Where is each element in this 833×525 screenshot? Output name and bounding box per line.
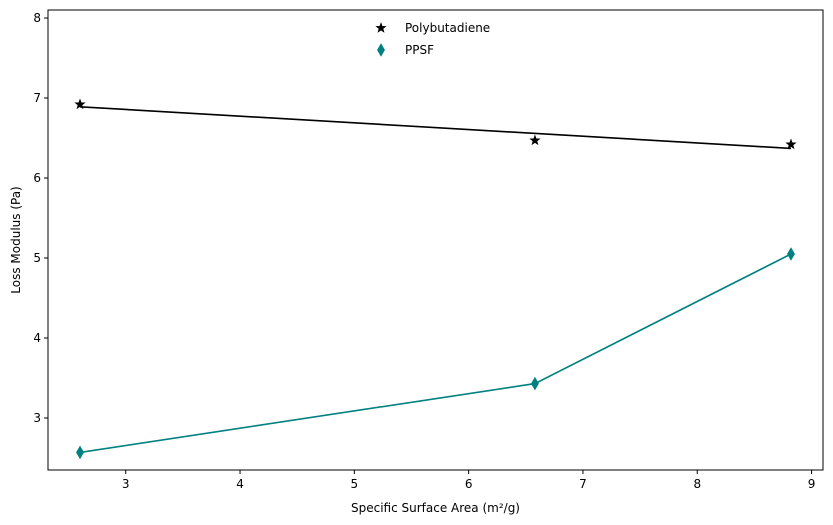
plot-frame [47, 9, 824, 471]
legend-label: PPSF [405, 43, 434, 57]
y-tick-label: 8 [33, 11, 41, 25]
series-1 [74, 98, 797, 150]
data-point [531, 376, 539, 391]
data-point [787, 247, 795, 261]
x-tick-label: 8 [693, 477, 701, 491]
legend: Polybutadiene PPSF [375, 21, 490, 57]
x-axis-ticks: 3 4 5 6 7 8 9 [122, 470, 815, 491]
x-tick-label: 4 [236, 477, 244, 491]
x-tick-label: 9 [808, 477, 816, 491]
x-tick-label: 3 [122, 477, 130, 491]
data-point [74, 98, 86, 110]
data-point [529, 134, 541, 146]
legend-marker [377, 43, 385, 57]
x-tick-label: 6 [465, 477, 473, 491]
data-point [76, 445, 84, 460]
legend-label: Polybutadiene [405, 21, 490, 35]
y-axis-label: Loss Modulus (Pa) [9, 186, 23, 293]
y-tick-label: 4 [33, 331, 41, 345]
y-tick-label: 5 [33, 251, 41, 265]
series-line [79, 253, 792, 454]
data-point [785, 138, 797, 150]
x-tick-label: 7 [579, 477, 587, 491]
y-tick-label: 6 [33, 171, 41, 185]
y-tick-label: 7 [33, 91, 41, 105]
legend-marker [375, 22, 387, 33]
x-tick-label: 5 [351, 477, 359, 491]
y-tick-label: 3 [33, 411, 41, 425]
series-layer [74, 98, 797, 460]
series-2 [76, 247, 795, 460]
series-fit-line [79, 106, 792, 150]
x-axis-label: Specific Surface Area (m²/g) [351, 501, 520, 515]
y-axis-ticks: 3 4 5 6 7 8 [33, 11, 48, 425]
